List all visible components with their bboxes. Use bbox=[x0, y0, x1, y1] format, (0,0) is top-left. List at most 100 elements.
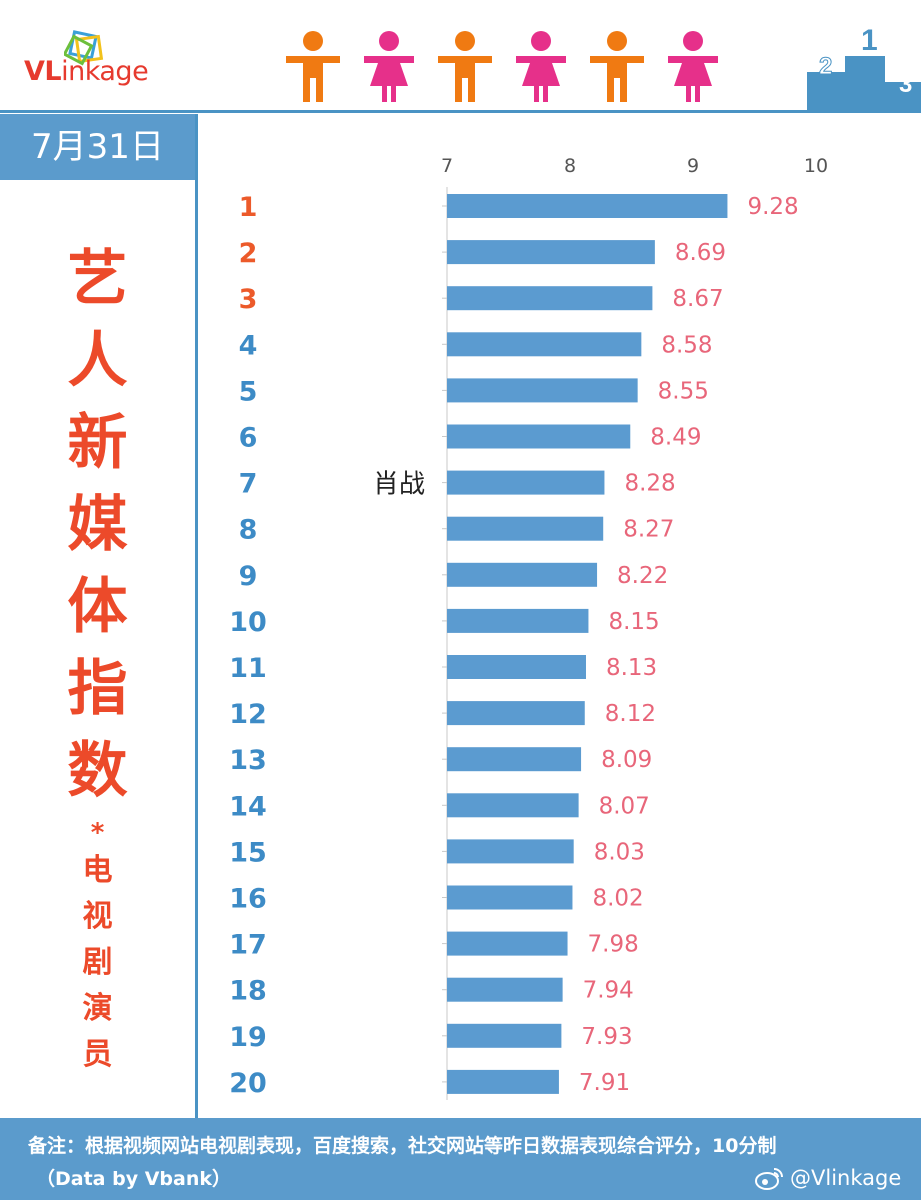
rank-label: 9 bbox=[239, 561, 258, 592]
footer: 备注：根据视频网站电视剧表现，百度搜索，社交网站等昨日数据表现综合评分，10分制… bbox=[0, 1118, 921, 1200]
title-separator: * bbox=[90, 818, 105, 848]
bar bbox=[447, 240, 655, 265]
rank-label: 15 bbox=[229, 837, 267, 868]
value-label: 8.58 bbox=[661, 332, 712, 358]
value-label: 7.93 bbox=[581, 1024, 632, 1050]
bar bbox=[447, 1069, 559, 1094]
header: VLinkage 2 1 3 bbox=[0, 0, 921, 112]
title-char: 指 bbox=[67, 654, 128, 724]
weibo-handle-text: @Vlinkage bbox=[790, 1166, 902, 1190]
value-label: 8.13 bbox=[606, 655, 657, 681]
logo-square-icon bbox=[64, 30, 104, 66]
x-tick-label: 7 bbox=[441, 155, 453, 177]
bar bbox=[447, 655, 586, 679]
rank-label: 12 bbox=[229, 699, 267, 730]
value-label: 7.98 bbox=[588, 932, 639, 958]
value-label: 8.55 bbox=[658, 378, 709, 404]
value-label: 8.07 bbox=[599, 793, 650, 819]
value-label: 8.49 bbox=[650, 425, 701, 451]
subtitle-char: 员 bbox=[82, 1037, 113, 1072]
people-icons bbox=[282, 30, 722, 105]
rank-label: 2 bbox=[239, 238, 258, 269]
rank-label: 14 bbox=[229, 791, 267, 822]
title-char: 新 bbox=[67, 408, 128, 478]
rank-label: 16 bbox=[229, 884, 267, 915]
female-icon bbox=[668, 31, 718, 102]
title-char: 艺 bbox=[67, 244, 128, 314]
bar bbox=[447, 701, 585, 726]
vertical-title: 艺 人 新 媒 体 指 数 * 电 视 剧 演 员 bbox=[0, 238, 195, 1078]
rank-label: 4 bbox=[239, 330, 258, 361]
artist-name-label: 肖战 bbox=[373, 470, 425, 500]
logo-text: VLinkage bbox=[24, 56, 149, 87]
rank-label: 1 bbox=[239, 192, 258, 223]
value-label: 8.69 bbox=[675, 240, 726, 266]
title-char: 数 bbox=[67, 736, 128, 806]
bar bbox=[447, 470, 605, 495]
value-label: 7.91 bbox=[579, 1070, 630, 1096]
rank-label: 17 bbox=[229, 930, 267, 961]
subtitle-char: 视 bbox=[82, 899, 113, 934]
podium-icon: 2 1 3 bbox=[805, 24, 921, 112]
rank-label: 3 bbox=[239, 284, 258, 315]
bar bbox=[447, 977, 563, 1002]
rank-label: 8 bbox=[239, 515, 258, 546]
weibo-handle[interactable]: @Vlinkage bbox=[754, 1162, 901, 1194]
value-label: 9.28 bbox=[747, 194, 798, 220]
value-label: 8.15 bbox=[608, 609, 659, 635]
bar bbox=[447, 562, 598, 587]
bar bbox=[447, 839, 574, 864]
left-divider bbox=[195, 114, 198, 1118]
rank-label: 10 bbox=[229, 607, 267, 638]
rank-label: 18 bbox=[229, 976, 267, 1007]
x-tick-label: 10 bbox=[804, 155, 828, 177]
rank-label: 6 bbox=[239, 423, 258, 454]
rank-label: 19 bbox=[229, 1022, 267, 1053]
vlinkage-logo: VLinkage bbox=[24, 30, 194, 92]
title-char: 媒 bbox=[67, 490, 128, 560]
value-label: 8.28 bbox=[624, 471, 675, 497]
male-icon bbox=[590, 31, 644, 102]
title-char: 体 bbox=[67, 572, 128, 642]
bar bbox=[447, 793, 579, 818]
value-label: 8.02 bbox=[592, 886, 643, 912]
rank-label: 5 bbox=[239, 376, 258, 407]
podium-number-3: 3 bbox=[899, 71, 912, 98]
weibo-icon bbox=[755, 1168, 783, 1190]
x-tick-label: 9 bbox=[687, 155, 699, 177]
value-label: 8.09 bbox=[601, 747, 652, 773]
podium-number-1: 1 bbox=[861, 26, 878, 57]
rank-label: 13 bbox=[229, 745, 267, 776]
subtitle-char: 电 bbox=[82, 853, 113, 888]
value-label: 8.12 bbox=[605, 701, 656, 727]
bar bbox=[447, 1023, 562, 1048]
header-divider bbox=[0, 110, 921, 113]
title-char: 人 bbox=[67, 326, 128, 396]
bar bbox=[447, 885, 573, 910]
bar bbox=[447, 332, 642, 357]
date-text: 7月31日 bbox=[31, 127, 164, 167]
male-icon bbox=[438, 31, 492, 102]
value-label: 8.27 bbox=[623, 517, 674, 543]
bar bbox=[447, 424, 631, 449]
bar bbox=[447, 931, 568, 956]
podium-number-2: 2 bbox=[819, 53, 832, 80]
footer-note: 备注：根据视频网站电视剧表现，百度搜索，社交网站等昨日数据表现综合评分，10分制 bbox=[28, 1135, 777, 1157]
data-source: （Data by Vbank） bbox=[36, 1168, 232, 1190]
rank-label: 20 bbox=[229, 1068, 267, 1099]
bar bbox=[447, 747, 582, 772]
subtitle-char: 演 bbox=[82, 991, 113, 1026]
female-icon bbox=[364, 31, 414, 102]
bar bbox=[447, 286, 653, 311]
date-badge: 7月31日 bbox=[0, 114, 195, 180]
rank-label: 11 bbox=[229, 653, 267, 684]
value-label: 8.67 bbox=[672, 286, 723, 312]
ranking-bar-chart: 7 8 9 10 1 9.28 2 8.69 3 8.67 4 8.58 5 8.55 6 8.49 7 肖战 8.… bbox=[229, 155, 828, 1100]
value-label: 8.22 bbox=[617, 563, 668, 589]
male-icon bbox=[286, 31, 340, 102]
bar bbox=[447, 194, 728, 218]
subtitle-char: 剧 bbox=[82, 945, 113, 980]
rank-label: 7 bbox=[239, 469, 258, 500]
bar bbox=[447, 378, 638, 403]
bar bbox=[447, 608, 589, 633]
